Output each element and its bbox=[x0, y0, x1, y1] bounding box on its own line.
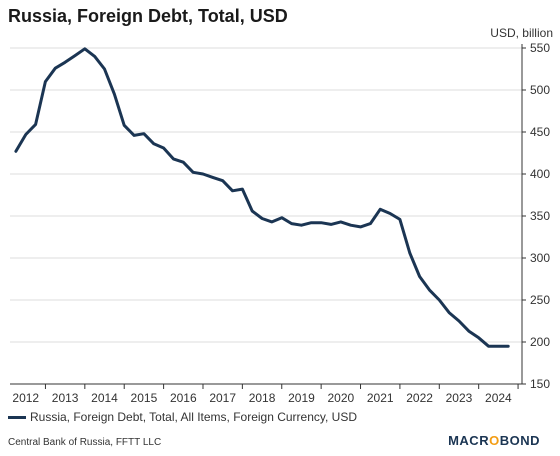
x-tick-label: 2019 bbox=[288, 391, 315, 405]
y-tick-label: 300 bbox=[530, 251, 550, 265]
y-tick-label: 250 bbox=[530, 293, 550, 307]
legend-label: Russia, Foreign Debt, Total, All Items, … bbox=[30, 410, 358, 424]
brand-logo: MACROBOND bbox=[448, 433, 540, 448]
brand-accent: O bbox=[489, 433, 500, 448]
x-tick-label: 2023 bbox=[446, 391, 473, 405]
x-tick-label: 2017 bbox=[209, 391, 236, 405]
x-tick-label: 2020 bbox=[327, 391, 354, 405]
series-group bbox=[14, 47, 510, 348]
source-note: Central Bank of Russia, FFTT LLC bbox=[8, 437, 162, 448]
series-line bbox=[14, 47, 510, 348]
y-tick-label: 500 bbox=[530, 83, 550, 97]
x-tick-label: 2022 bbox=[406, 391, 433, 405]
x-tick-label: 2018 bbox=[249, 391, 276, 405]
gridlines bbox=[10, 47, 522, 385]
line-chart: 150 200 250 300 350 400 450 500 550 2012 2013 2014… bbox=[10, 26, 553, 405]
brand-suffix: BOND bbox=[499, 433, 540, 448]
y-axis-unit-label: USD, billion bbox=[490, 26, 553, 40]
y-tick-label: 400 bbox=[530, 167, 550, 181]
legend-swatch bbox=[8, 415, 26, 419]
y-axis: 150 200 250 300 350 400 450 500 550 bbox=[521, 41, 550, 391]
legend: Russia, Foreign Debt, Total, All Items, … bbox=[8, 410, 357, 424]
y-tick-label: 150 bbox=[530, 377, 550, 391]
chart-title: Russia, Foreign Debt, Total, USD bbox=[8, 6, 288, 26]
x-tick-label: 2012 bbox=[12, 391, 39, 405]
y-tick-label: 550 bbox=[530, 41, 550, 55]
y-tick-label: 350 bbox=[530, 209, 550, 223]
x-axis: 2012 2013 2014 2015 2016 2017 2018 2019 2020 2021… bbox=[10, 383, 522, 405]
x-tick-label: 2015 bbox=[131, 391, 158, 405]
x-tick-label: 2016 bbox=[170, 391, 197, 405]
y-tick-label: 200 bbox=[530, 335, 550, 349]
y-tick-label: 450 bbox=[530, 125, 550, 139]
brand-prefix: MACR bbox=[448, 433, 490, 448]
x-tick-label: 2021 bbox=[367, 391, 394, 405]
x-tick-label: 2013 bbox=[52, 391, 79, 405]
x-tick-label: 2024 bbox=[485, 391, 512, 405]
x-tick-label: 2014 bbox=[91, 391, 118, 405]
